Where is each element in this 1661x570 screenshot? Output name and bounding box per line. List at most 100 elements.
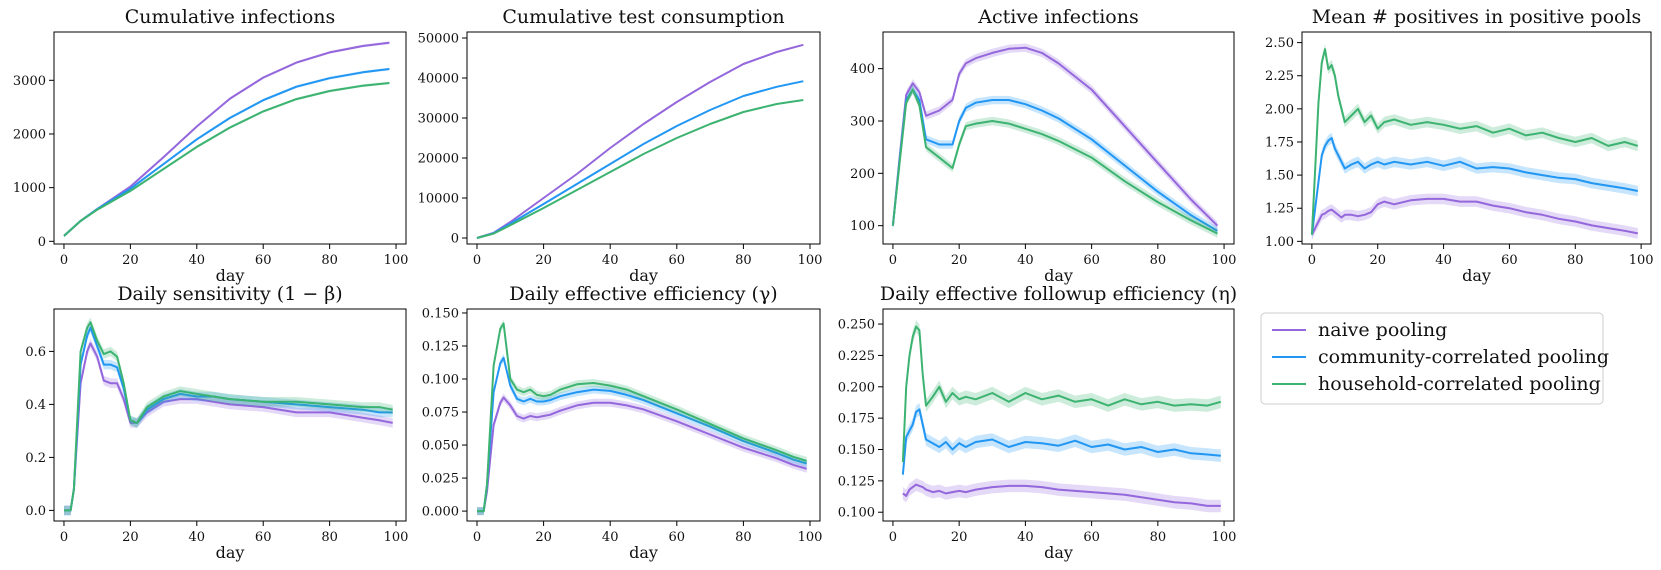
plot-title: Daily effective followup efficiency (η)	[880, 283, 1237, 305]
x-tick-label: 100	[384, 253, 409, 268]
series-line	[477, 396, 807, 513]
series-line	[1310, 137, 1638, 235]
confidence-band	[892, 85, 1218, 236]
x-tick-label: 40	[189, 253, 206, 268]
plot-area	[1310, 43, 1639, 241]
subplot-7: Daily effective followup efficiency (η) 0…	[838, 283, 1237, 562]
plot-area	[63, 41, 390, 238]
y-tick-label: 0.250	[838, 318, 875, 333]
plot-title: Active infections	[977, 6, 1138, 28]
x-tick-label: 20	[951, 530, 968, 545]
x-tick-label: 80	[321, 530, 338, 545]
x-tick-label: 20	[1369, 253, 1386, 268]
y-tick-label: 2000	[13, 127, 46, 142]
x-tick-label: 100	[384, 530, 409, 545]
x-tick-label: 80	[1567, 253, 1584, 268]
y-tick-label: 0.125	[422, 339, 459, 354]
series-line	[64, 321, 393, 512]
axes-frame	[882, 31, 1235, 245]
y-tick-label: 0.000	[422, 505, 459, 520]
y-tick-label: 0.025	[422, 472, 459, 487]
x-axis-label: day	[1044, 266, 1073, 285]
x-axis-label: day	[1462, 266, 1491, 285]
x-tick-label: 100	[798, 253, 823, 268]
x-tick-label: 40	[1017, 530, 1034, 545]
y-tick-label: 3000	[13, 74, 46, 89]
y-tick-label: 0.6	[25, 345, 46, 360]
x-axis-label: day	[1044, 543, 1073, 562]
axes-frame	[882, 308, 1235, 522]
x-tick-label: 100	[1212, 253, 1237, 268]
x-tick-label: 40	[189, 530, 206, 545]
series-line	[902, 483, 1221, 507]
confidence-band	[1311, 193, 1638, 240]
series-line	[63, 82, 390, 237]
x-tick-label: 40	[1017, 253, 1034, 268]
x-tick-label: 0	[473, 530, 481, 545]
x-tick-label: 60	[1083, 530, 1100, 545]
y-tick-label: 0.225	[838, 349, 875, 364]
series-line	[891, 46, 1219, 227]
x-tick-label: 20	[122, 530, 139, 545]
x-tick-label: 0	[889, 253, 897, 268]
x-tick-label: 20	[535, 530, 552, 545]
y-tick-label: 0.2	[25, 451, 46, 466]
axes-frame	[466, 308, 821, 522]
x-tick-label: 100	[1629, 253, 1654, 268]
plot-title: Daily sensitivity (1 − β)	[117, 283, 342, 305]
series-line	[63, 41, 390, 237]
x-tick-label: 20	[951, 253, 968, 268]
y-tick-label: 50000	[418, 32, 459, 47]
y-tick-label: 0.175	[838, 412, 875, 427]
y-tick-label: 0.125	[838, 474, 875, 489]
legend: naive pooling community-correlated poolin…	[1260, 312, 1609, 405]
series-line	[477, 322, 807, 513]
y-tick-label: 2.50	[1265, 36, 1294, 51]
legend-label: household-correlated pooling	[1318, 373, 1601, 395]
x-tick-label: 40	[602, 253, 619, 268]
x-tick-label: 80	[1150, 530, 1167, 545]
x-tick-label: 60	[669, 530, 686, 545]
series-line	[476, 80, 804, 239]
series-line	[1311, 197, 1638, 236]
y-tick-label: 0.075	[422, 406, 459, 421]
series-line	[477, 356, 807, 513]
x-axis-label: day	[629, 266, 658, 285]
plot-area	[64, 317, 393, 516]
axes-frame	[466, 31, 821, 245]
axes-frame	[1301, 31, 1652, 245]
x-tick-label: 80	[321, 253, 338, 268]
subplot-3: Active infections 0 20 40 60 80 100 100 200 300 40…	[850, 6, 1236, 285]
confidence-band	[902, 320, 1221, 469]
subplot-4: Mean # positives in positive pools 0 20 40 6…	[1265, 6, 1653, 285]
x-axis-label: day	[216, 543, 245, 562]
series-line	[476, 43, 804, 239]
x-tick-label: 0	[60, 530, 68, 545]
x-tick-label: 40	[602, 530, 619, 545]
legend-label: community-correlated pooling	[1318, 346, 1609, 368]
x-tick-label: 60	[1083, 253, 1100, 268]
y-tick-label: 0.200	[838, 380, 875, 395]
subplot-6: Daily effective efficiency (γ) 0 20 40 60 80 1…	[422, 283, 823, 562]
x-tick-label: 80	[1150, 253, 1167, 268]
y-tick-label: 2.25	[1265, 69, 1294, 84]
confidence-band	[477, 393, 807, 516]
y-tick-label: 1.50	[1265, 169, 1294, 184]
plot-area	[901, 320, 1222, 513]
x-tick-label: 20	[122, 253, 139, 268]
y-tick-label: 100	[850, 219, 875, 234]
y-tick-label: 0.150	[422, 306, 459, 321]
confidence-band	[902, 403, 1221, 481]
series-line	[63, 68, 390, 237]
x-tick-label: 20	[535, 253, 552, 268]
plot-title: Daily effective efficiency (γ)	[509, 283, 777, 305]
y-tick-label: 0	[451, 232, 459, 247]
x-tick-label: 80	[735, 530, 752, 545]
y-tick-label: 1.25	[1265, 202, 1294, 217]
x-tick-label: 60	[1501, 253, 1518, 268]
x-axis-label: day	[629, 543, 658, 562]
plot-area	[891, 43, 1219, 238]
